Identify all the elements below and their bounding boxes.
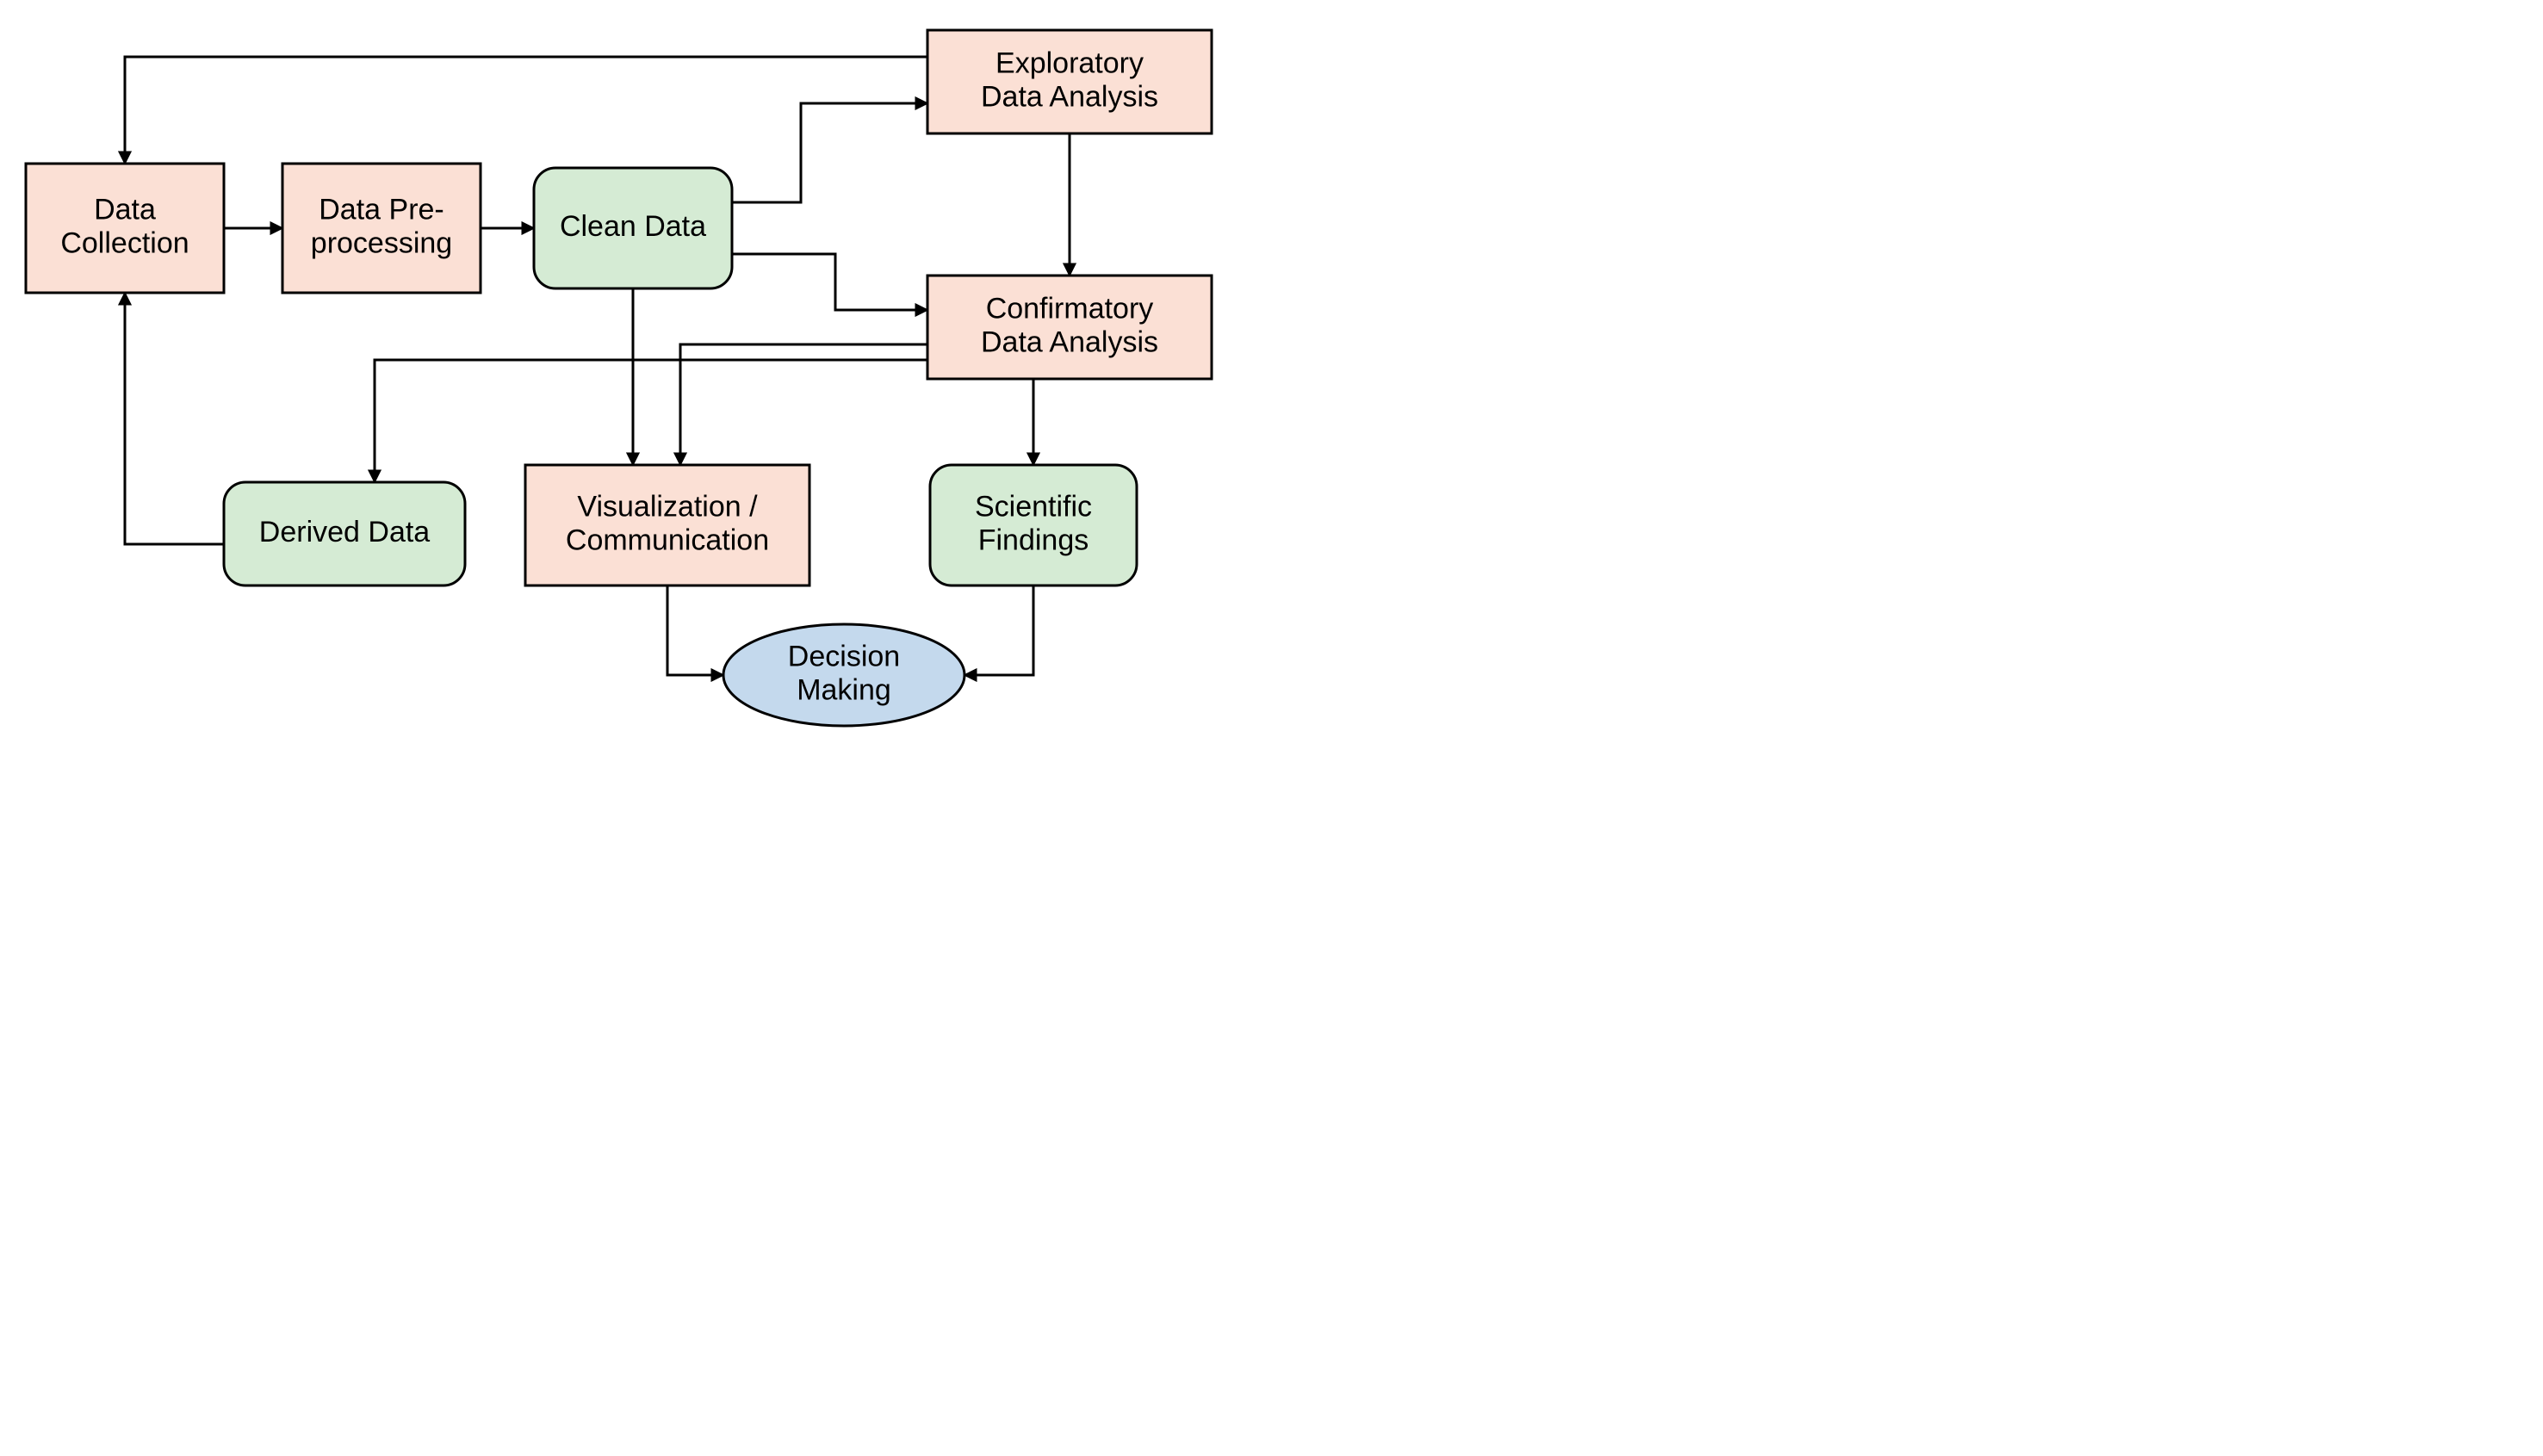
edge-3 — [732, 254, 927, 310]
node-viz-label-0: Visualization / — [577, 490, 758, 523]
node-data_collection-label-0: Data — [94, 193, 156, 226]
node-data_pre: Data Pre-processing — [282, 164, 481, 293]
node-findings: ScientificFindings — [930, 465, 1137, 585]
node-clean_data: Clean Data — [534, 168, 732, 288]
edge-10 — [125, 293, 224, 544]
node-eda-label-0: Exploratory — [995, 46, 1144, 79]
node-findings-label-0: Scientific — [975, 490, 1092, 523]
edge-12 — [964, 585, 1033, 675]
edge-7 — [680, 344, 927, 465]
node-derived: Derived Data — [224, 482, 465, 585]
node-eda: ExploratoryData Analysis — [927, 30, 1212, 133]
node-clean_data-label-0: Clean Data — [560, 210, 706, 243]
node-decision: DecisionMaking — [723, 624, 964, 726]
edge-11 — [667, 585, 723, 675]
edge-2 — [732, 103, 927, 202]
node-cda: ConfirmatoryData Analysis — [927, 276, 1212, 379]
node-data_collection-label-1: Collection — [60, 227, 189, 260]
node-data_pre-label-1: processing — [311, 227, 452, 260]
node-decision-label-1: Making — [797, 674, 891, 707]
node-eda-label-1: Data Analysis — [981, 81, 1158, 114]
node-viz-label-1: Communication — [566, 524, 769, 557]
flowchart: DataCollection Data Pre-processing Clean D… — [0, 0, 1323, 758]
node-cda-label-1: Data Analysis — [981, 326, 1158, 359]
node-viz: Visualization /Communication — [525, 465, 809, 585]
node-findings-label-1: Findings — [978, 524, 1089, 557]
node-cda-label-0: Confirmatory — [986, 292, 1154, 325]
node-data_pre-label-0: Data Pre- — [319, 193, 444, 226]
edge-5 — [125, 57, 927, 164]
node-derived-label-0: Derived Data — [259, 516, 431, 548]
node-data_collection: DataCollection — [26, 164, 224, 293]
node-decision-label-0: Decision — [788, 640, 900, 672]
